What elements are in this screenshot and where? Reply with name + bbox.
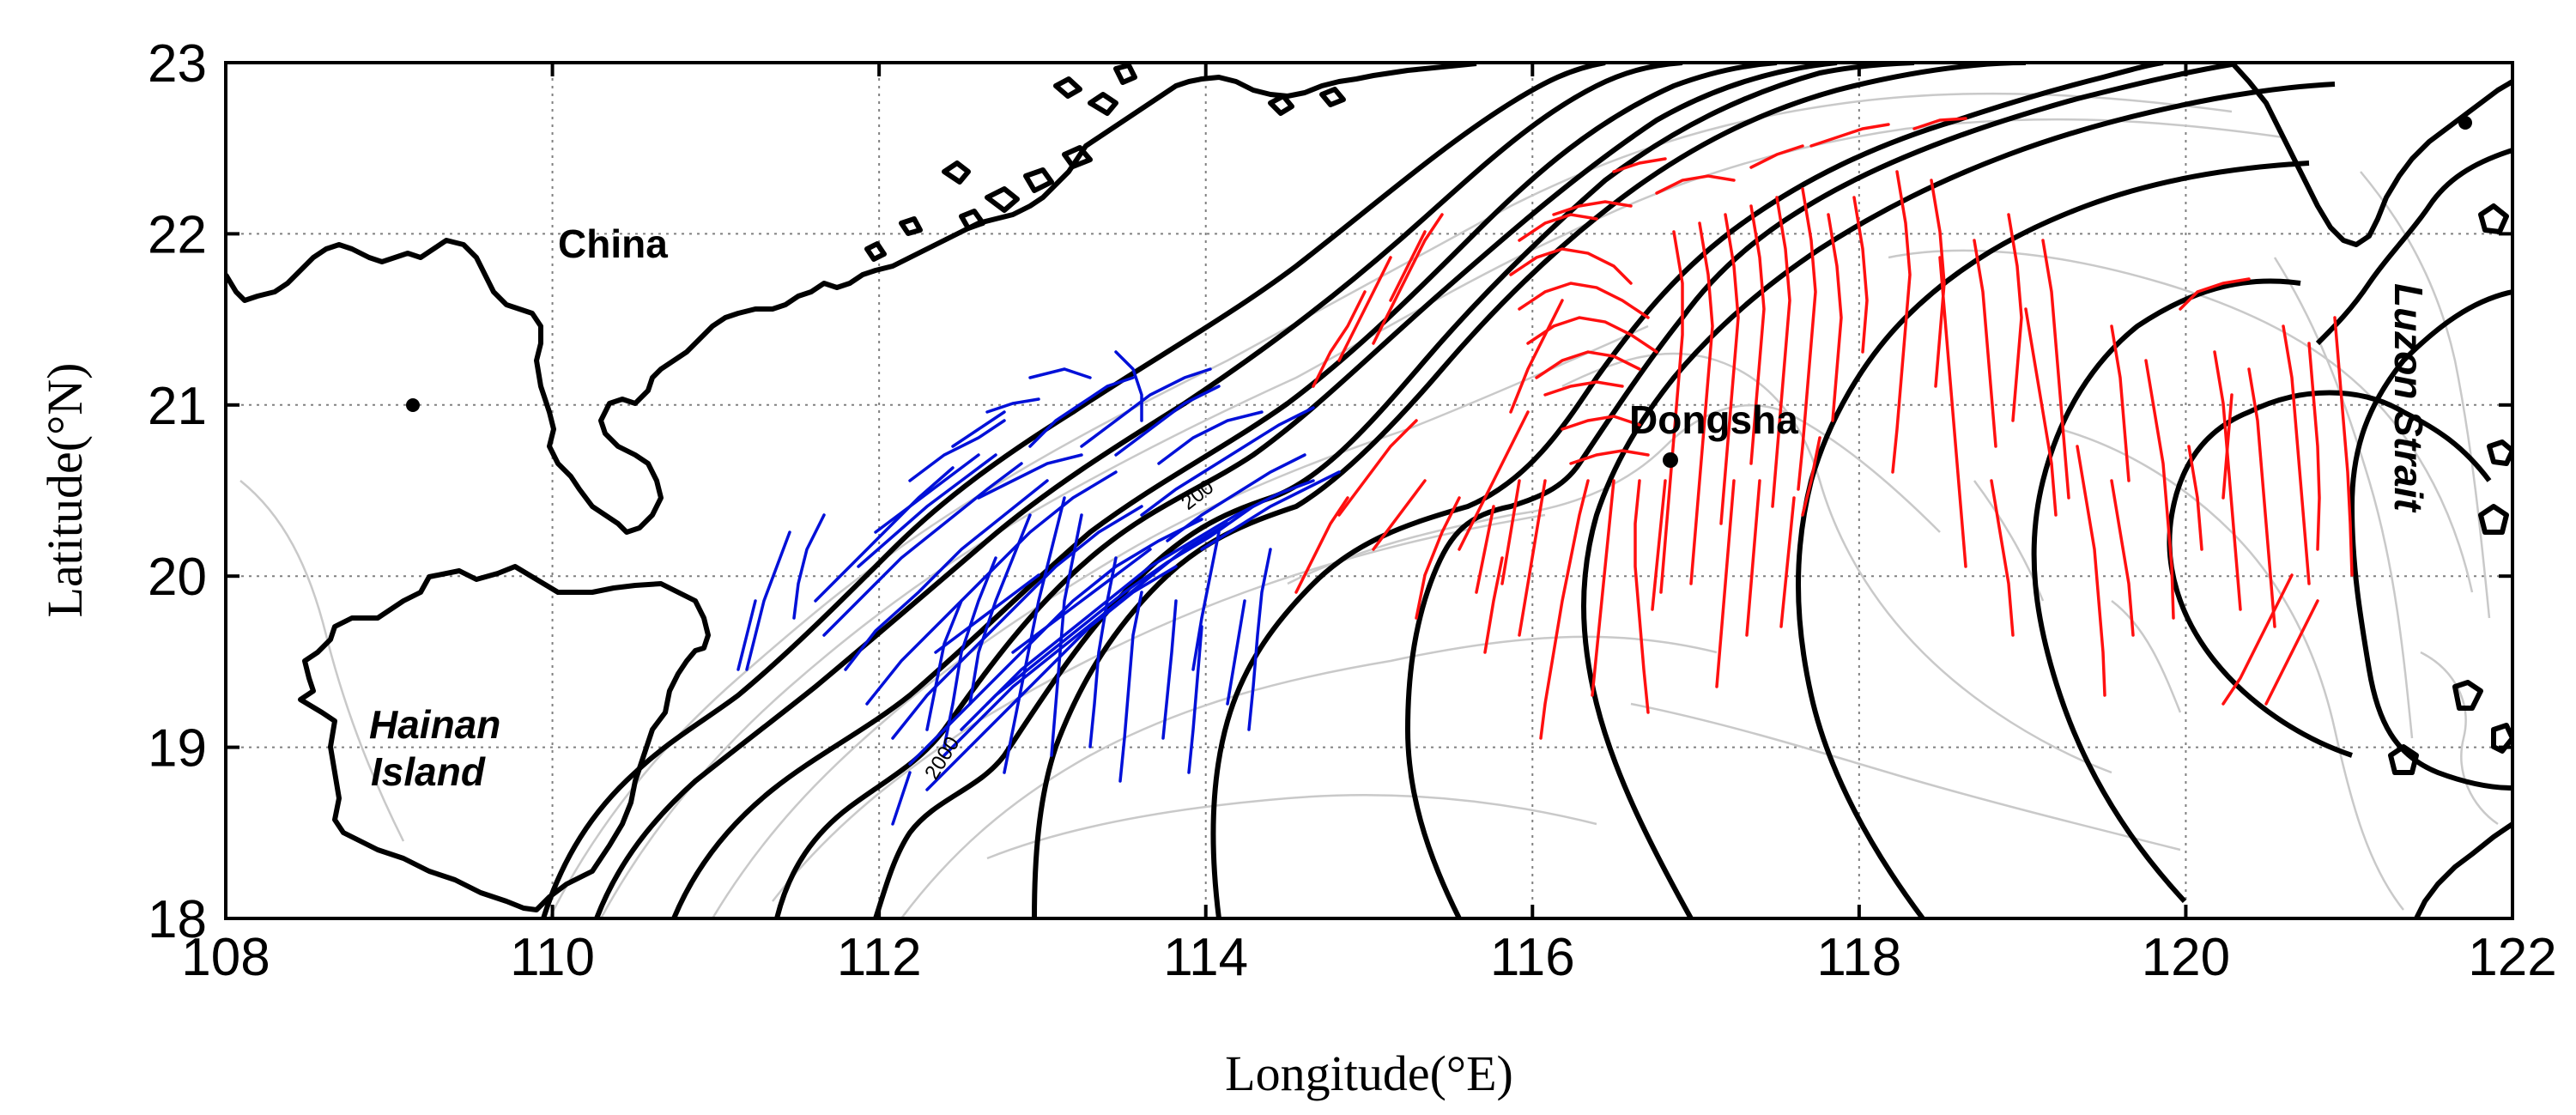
hainan-island-coast <box>298 564 711 912</box>
taiwan-coast <box>2229 63 2512 247</box>
y-tick-label: 23 <box>148 34 207 94</box>
x-tick-label: 108 <box>181 928 270 987</box>
wave-front-isochrones <box>541 63 2512 918</box>
islet-marker <box>2458 116 2472 130</box>
x-axis: 108 110 112 114 116 118 120 122 <box>181 63 2557 987</box>
grid-lines <box>226 63 2512 918</box>
x-tick-label: 120 <box>2142 928 2230 987</box>
y-tick-label: 21 <box>148 377 207 436</box>
y-tick-label: 20 <box>148 548 207 607</box>
plot-area <box>226 63 2512 918</box>
luzon-coast <box>2414 821 2512 918</box>
x-axis-title: Longitude(°E) <box>1225 1045 1513 1101</box>
place-label-luzon-strait: Luzon Strait <box>2386 283 2431 512</box>
place-label-dongsha: Dongsha <box>1629 397 1798 442</box>
dongsha-island-marker <box>1663 452 1678 468</box>
y-tick-label: 19 <box>148 719 207 779</box>
x-tick-label: 114 <box>1163 928 1248 987</box>
coastlines <box>226 63 2512 918</box>
y-axis-title: Latitude(°N) <box>37 363 93 618</box>
red-wave-traces <box>1294 117 2354 740</box>
plot-frame <box>224 61 2514 920</box>
y-tick-label: 22 <box>148 205 207 264</box>
place-label-island: Island <box>371 749 486 794</box>
place-label-hainan: Hainan <box>369 702 500 747</box>
place-label-china: China <box>558 221 668 266</box>
islet-marker <box>406 398 420 412</box>
blue-wave-traces <box>736 350 1341 826</box>
mainland-china-coast <box>226 63 1477 535</box>
x-tick-label: 110 <box>510 928 595 987</box>
x-tick-label: 122 <box>2468 928 2556 987</box>
x-tick-label: 118 <box>1816 928 1901 987</box>
x-tick-label: 112 <box>837 928 922 987</box>
y-tick-label: 18 <box>148 890 207 949</box>
y-axis: 18 19 20 21 22 23 <box>148 34 2512 949</box>
x-tick-label: 116 <box>1490 928 1575 987</box>
